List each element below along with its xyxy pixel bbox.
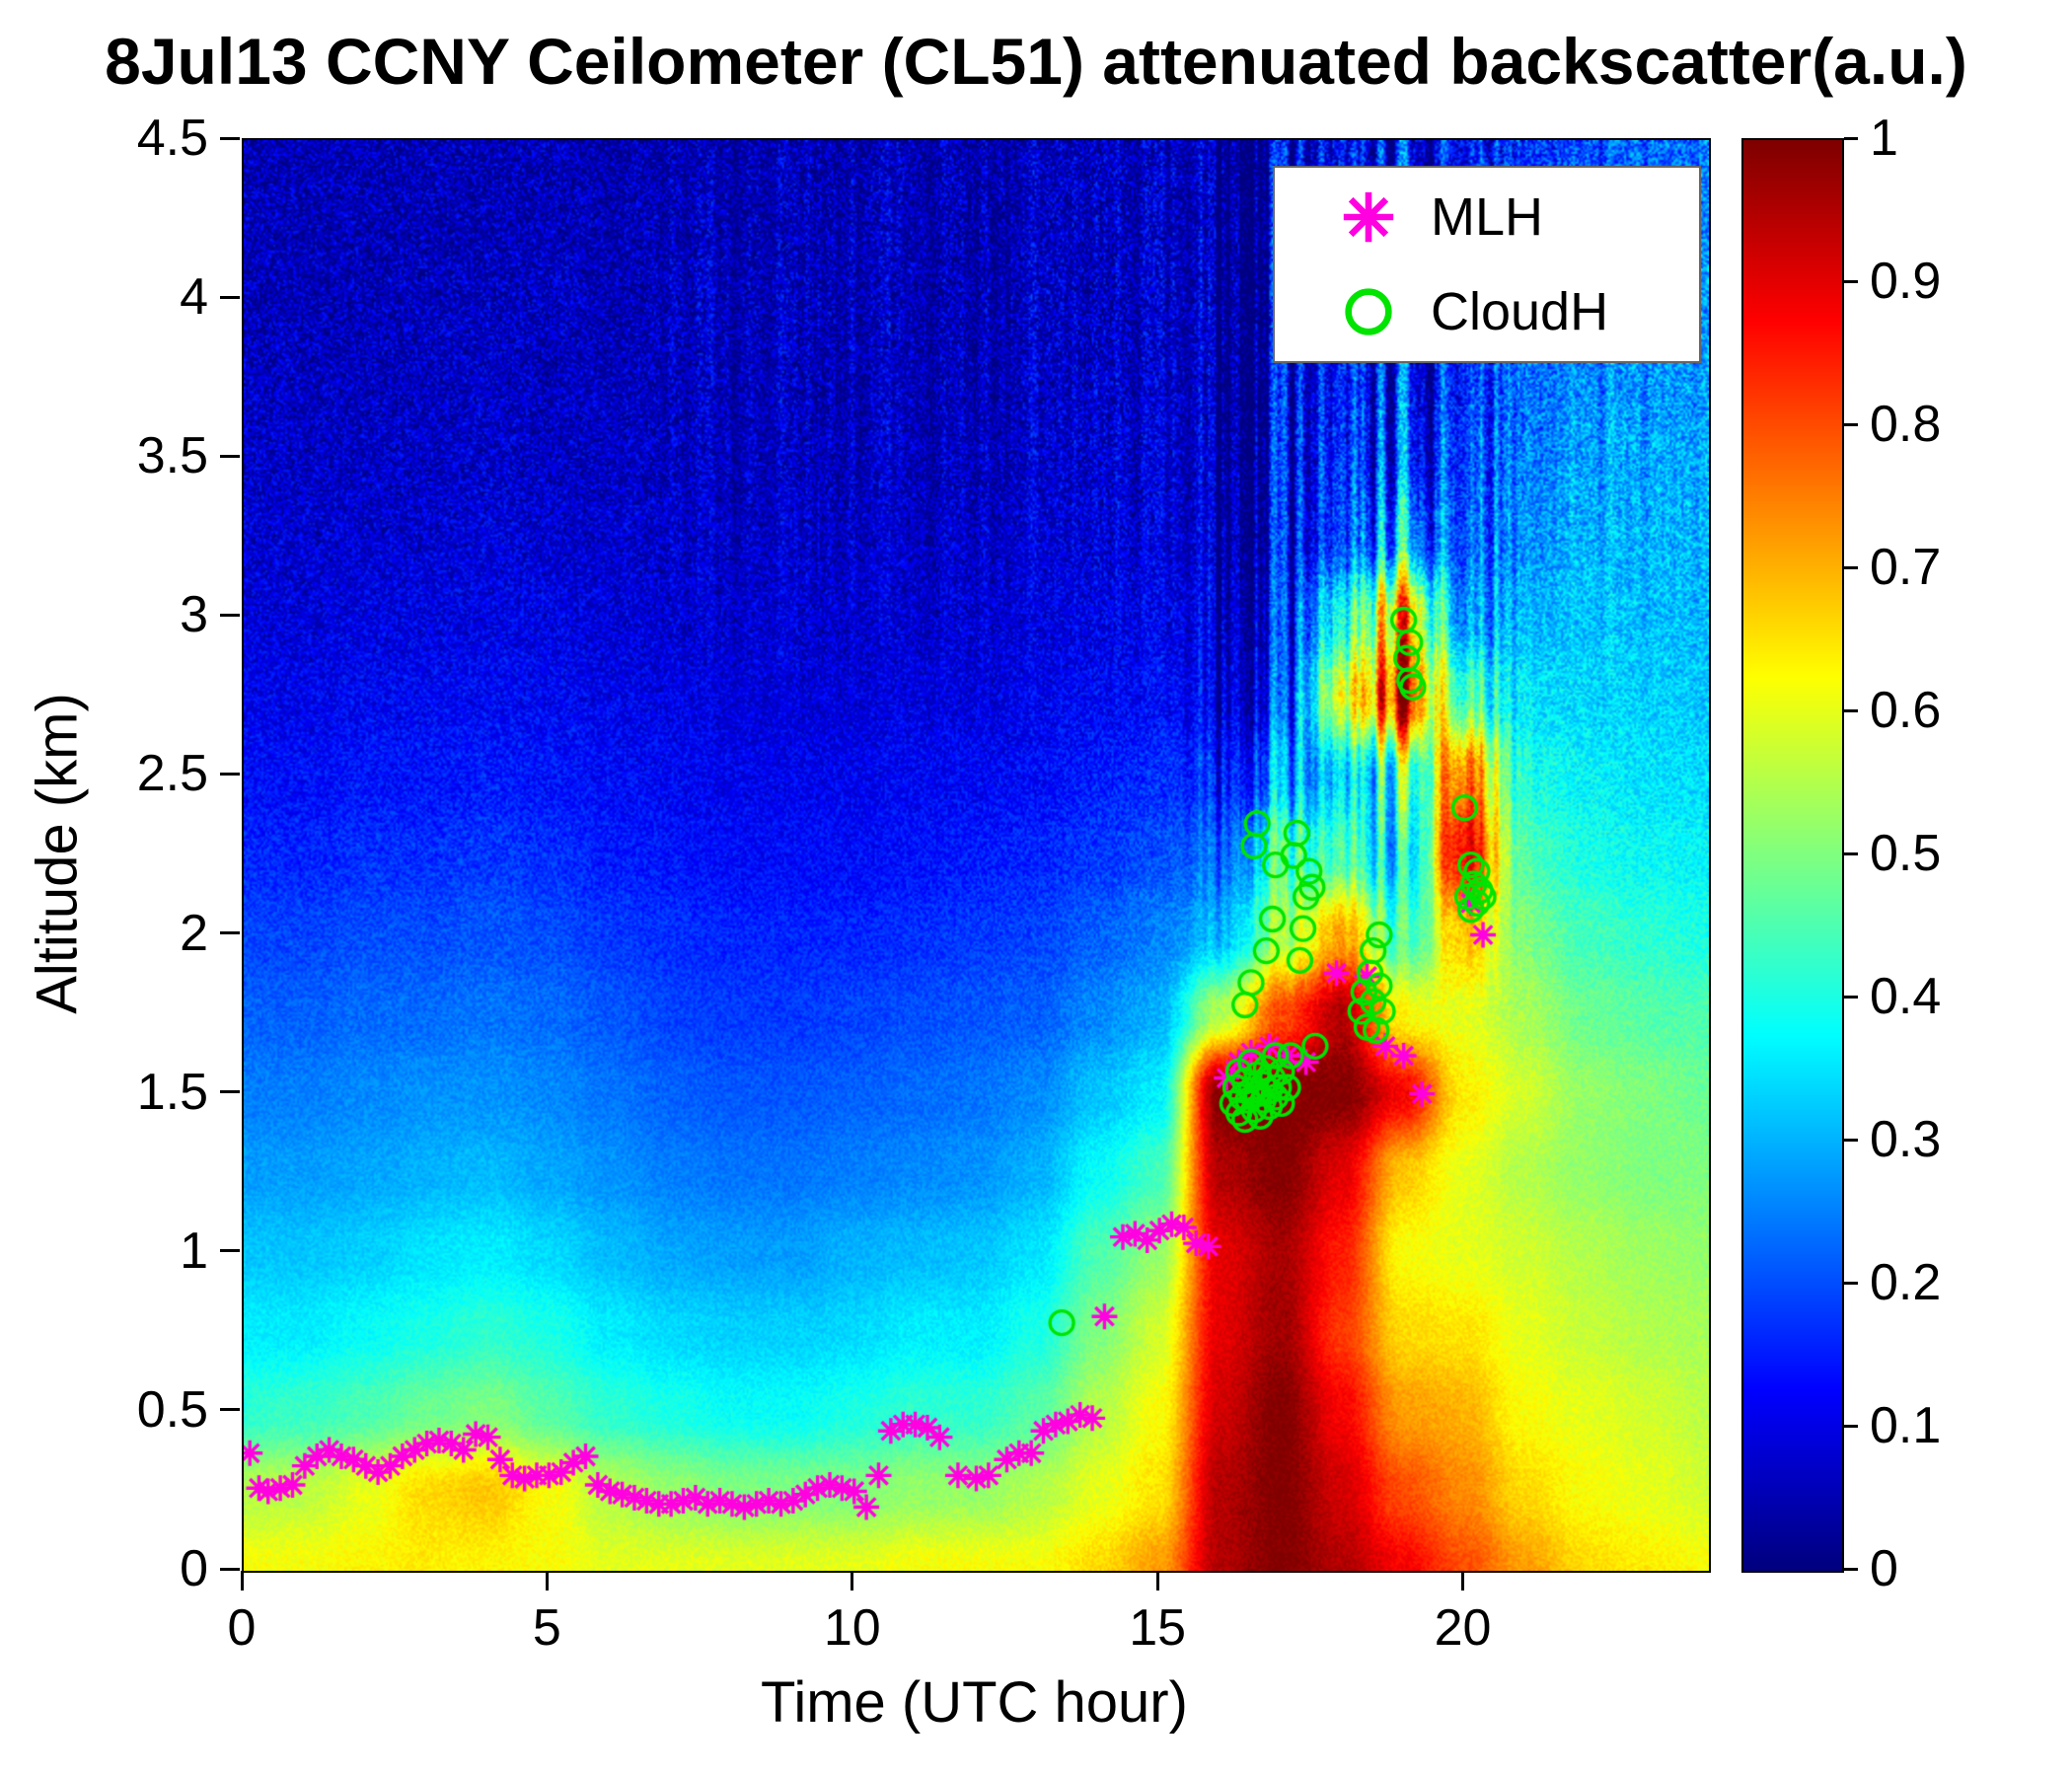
y-tick-label: 1 [180,1221,208,1280]
x-axis-label: Time (UTC hour) [761,1670,1188,1735]
colorbar-tick-label: 0.5 [1870,825,1942,882]
y-tick-mark [220,136,240,140]
colorbar [1741,138,1844,1573]
y-tick-mark [220,1249,240,1253]
colorbar-tick-mark [1844,708,1858,712]
colorbar-tick-label: 0.8 [1870,396,1942,453]
colorbar-tick-label: 0.9 [1870,253,1942,310]
y-tick-mark [220,772,240,776]
mlh-asterisk-icon [1324,186,1413,248]
colorbar-tick-mark [1844,1138,1858,1142]
y-tick-mark [220,1408,240,1412]
x-tick-label: 10 [823,1599,881,1657]
y-axis-label: Altitude (km) [25,693,90,1014]
x-tick-label: 5 [532,1599,561,1657]
colorbar-tick-mark [1844,1567,1858,1571]
x-tick-label: 15 [1129,1599,1187,1657]
x-tick-label: 0 [227,1599,257,1657]
y-tick-label: 0 [180,1540,208,1597]
x-tick-mark [1461,1571,1464,1591]
colorbar-tick-mark [1844,136,1858,140]
markers-canvas [244,140,1709,1571]
x-tick-label: 20 [1434,1599,1492,1657]
x-tick-mark [1155,1571,1159,1591]
y-tick-mark [220,613,240,617]
colorbar-tick-mark [1844,279,1858,283]
legend-entry-mlh: MLH [1275,170,1699,264]
chart-title: 8Jul13 CCNY Ceilometer (CL51) attenuated… [105,25,1967,98]
colorbar-tick-mark [1844,422,1858,426]
colorbar-tick-label: 0.2 [1870,1254,1942,1311]
y-tick-label: 1.5 [136,1063,208,1121]
y-tick-label: 3.5 [136,427,208,485]
y-tick-mark [220,931,240,935]
colorbar-tick-mark [1844,995,1858,999]
colorbar-tick-mark [1844,851,1858,855]
y-tick-mark [220,1567,240,1571]
colorbar-tick-mark [1844,565,1858,569]
cloudh-circle-icon [1324,281,1413,342]
y-tick-label: 4.5 [136,110,208,167]
colorbar-tick-mark [1844,1281,1858,1285]
colorbar-tick-label: 0.7 [1870,539,1942,596]
x-tick-mark [545,1571,549,1591]
colorbar-tick-label: 0.4 [1870,968,1942,1025]
y-tick-mark [220,1090,240,1094]
y-tick-label: 2 [180,904,208,962]
colorbar-tick-mark [1844,1424,1858,1428]
y-tick-mark [220,454,240,458]
legend-label-mlh: MLH [1431,187,1544,247]
legend-entry-cloudh: CloudH [1275,264,1699,359]
y-tick-mark [220,295,240,299]
colorbar-tick-label: 0.1 [1870,1397,1942,1454]
x-tick-mark [240,1571,244,1591]
colorbar-tick-label: 0 [1870,1540,1898,1597]
y-tick-label: 4 [180,268,208,327]
colorbar-tick-label: 0.3 [1870,1111,1942,1168]
y-tick-label: 2.5 [136,745,208,803]
y-tick-label: 3 [180,586,208,644]
colorbar-tick-label: 1 [1870,110,1898,167]
colorbar-canvas [1743,140,1842,1571]
legend-label-cloudh: CloudH [1431,282,1609,341]
x-tick-mark [851,1571,854,1591]
legend: MLH CloudH [1273,166,1701,363]
colorbar-tick-label: 0.6 [1870,682,1942,739]
plot-area: MLH CloudH [242,138,1711,1573]
y-tick-label: 0.5 [136,1380,208,1439]
